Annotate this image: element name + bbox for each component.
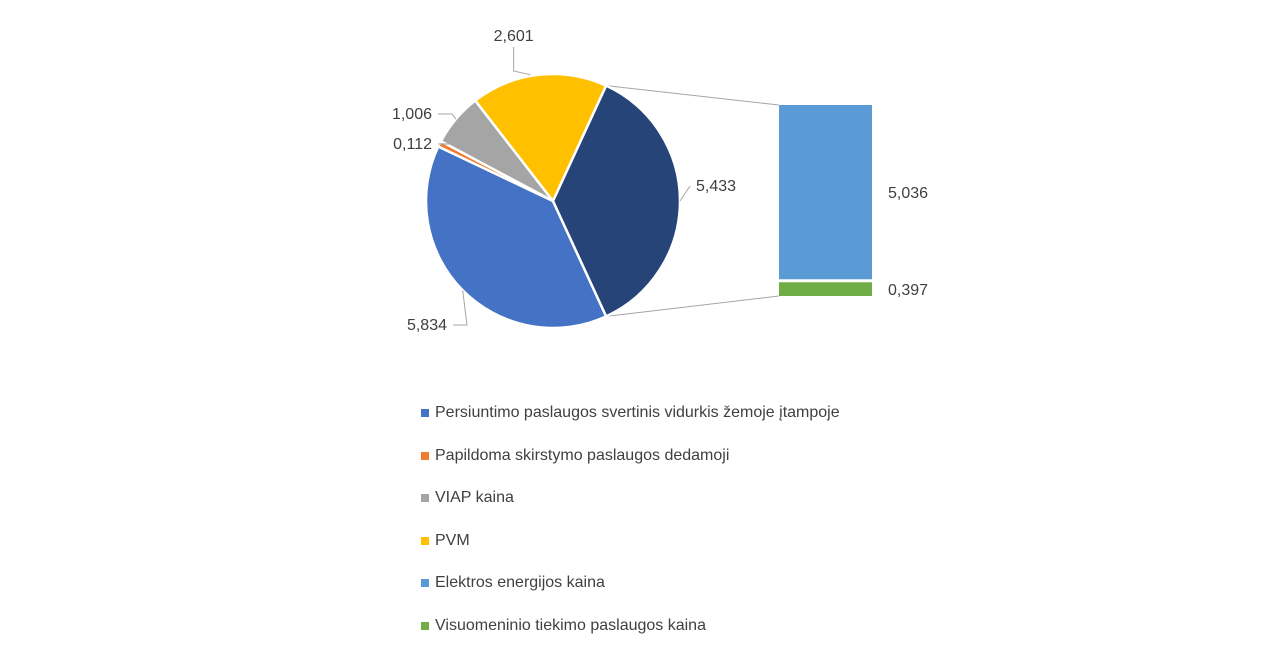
pie-data-label: 2,601 (494, 28, 534, 45)
pie-leader-line (679, 185, 691, 202)
legend-swatch (421, 579, 429, 588)
pie-data-label: 0,112 (393, 136, 432, 153)
legend-label: Visuomeninio tiekimo paslaugos kaina (435, 616, 706, 634)
bar-segment-0 (779, 105, 872, 280)
pie-data-label: 1,006 (392, 106, 432, 123)
pie-data-label: 5,834 (407, 317, 447, 334)
pie-data-label: 5,433 (696, 178, 736, 195)
connector-line-top (606, 85, 780, 106)
pie-leader-line (513, 47, 531, 76)
legend-swatch (421, 494, 429, 503)
pie-leader-line (438, 113, 457, 120)
legend-swatch (421, 409, 429, 417)
legend-label: Papildoma skirstymo paslaugos dedamoji (435, 446, 730, 464)
legend-swatch (421, 621, 429, 630)
connector-line-bottom (606, 295, 780, 317)
legend-label: VIAP kaina (435, 489, 514, 507)
bar-data-label: 0,397 (888, 282, 928, 299)
pie-slice-3 (473, 72, 608, 204)
legend-label: PVM (435, 531, 470, 549)
bar-data-label: 5,036 (888, 185, 928, 202)
pie-leader-line (453, 290, 468, 326)
pie-slice-4 (551, 83, 682, 319)
legend-label: Elektros energijos kaina (435, 574, 605, 592)
bar-segment-1 (779, 282, 872, 296)
legend-swatch (421, 536, 429, 545)
legend-label: Persiuntimo paslaugos svertinis vidurkis… (435, 404, 840, 421)
legend-swatch (421, 451, 429, 460)
